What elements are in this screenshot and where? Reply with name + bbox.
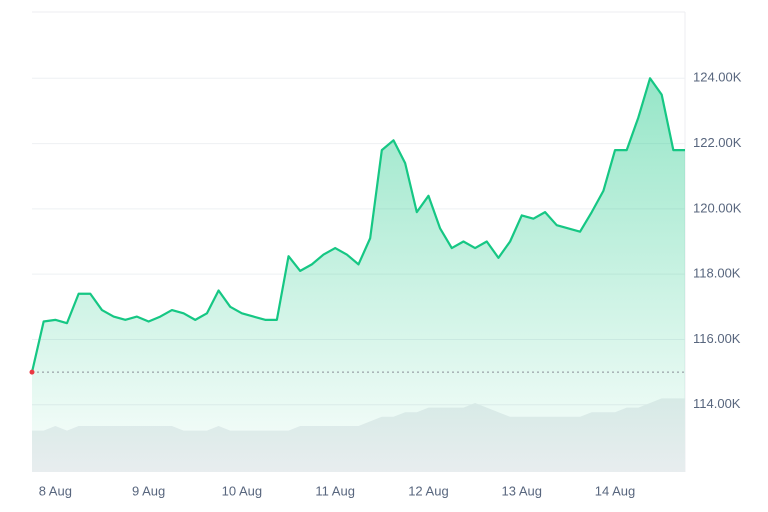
y-tick-label: 122.00K <box>693 135 742 150</box>
x-tick-label: 10 Aug <box>222 483 263 498</box>
price-line <box>30 77 685 373</box>
x-tick-label: 13 Aug <box>502 483 543 498</box>
y-tick-label: 118.00K <box>693 266 741 281</box>
y-tick-label: 114.00K <box>693 396 741 411</box>
x-tick-label: 11 Aug <box>315 483 355 498</box>
x-tick-label: 14 Aug <box>595 483 636 498</box>
x-tick-label: 9 Aug <box>132 483 165 498</box>
y-tick-label: 124.00K <box>693 70 742 85</box>
y-tick-label: 120.00K <box>693 200 742 215</box>
start-point <box>29 369 35 375</box>
x-tick-label: 12 Aug <box>408 483 449 498</box>
price-area <box>32 78 685 472</box>
y-tick-label: 116.00K <box>693 331 741 346</box>
x-tick-label: 8 Aug <box>39 483 72 498</box>
